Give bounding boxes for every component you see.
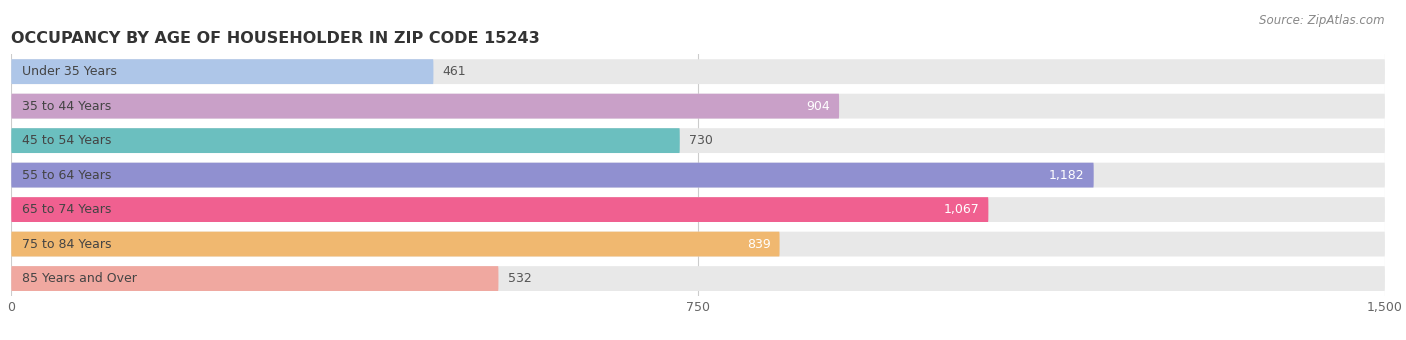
Text: 85 Years and Over: 85 Years and Over xyxy=(22,272,138,285)
Text: 730: 730 xyxy=(689,134,713,147)
FancyBboxPatch shape xyxy=(11,163,1385,188)
FancyBboxPatch shape xyxy=(11,197,988,222)
FancyBboxPatch shape xyxy=(11,94,839,119)
FancyBboxPatch shape xyxy=(11,163,1094,188)
FancyBboxPatch shape xyxy=(11,59,1385,84)
FancyBboxPatch shape xyxy=(11,128,1385,153)
Text: 532: 532 xyxy=(508,272,531,285)
Text: 461: 461 xyxy=(443,65,467,78)
Text: 35 to 44 Years: 35 to 44 Years xyxy=(22,100,111,113)
Text: 839: 839 xyxy=(747,238,770,251)
Text: 45 to 54 Years: 45 to 54 Years xyxy=(22,134,111,147)
FancyBboxPatch shape xyxy=(11,266,1385,291)
Text: 55 to 64 Years: 55 to 64 Years xyxy=(22,169,111,182)
Text: 904: 904 xyxy=(806,100,830,113)
FancyBboxPatch shape xyxy=(11,59,433,84)
FancyBboxPatch shape xyxy=(11,128,679,153)
Text: 1,182: 1,182 xyxy=(1049,169,1084,182)
Text: 75 to 84 Years: 75 to 84 Years xyxy=(22,238,111,251)
FancyBboxPatch shape xyxy=(11,266,499,291)
Text: Under 35 Years: Under 35 Years xyxy=(22,65,117,78)
FancyBboxPatch shape xyxy=(11,232,779,256)
FancyBboxPatch shape xyxy=(11,232,1385,256)
Text: Source: ZipAtlas.com: Source: ZipAtlas.com xyxy=(1260,14,1385,27)
Text: 1,067: 1,067 xyxy=(943,203,979,216)
FancyBboxPatch shape xyxy=(11,94,1385,119)
Text: OCCUPANCY BY AGE OF HOUSEHOLDER IN ZIP CODE 15243: OCCUPANCY BY AGE OF HOUSEHOLDER IN ZIP C… xyxy=(11,31,540,46)
Text: 65 to 74 Years: 65 to 74 Years xyxy=(22,203,111,216)
FancyBboxPatch shape xyxy=(11,197,1385,222)
